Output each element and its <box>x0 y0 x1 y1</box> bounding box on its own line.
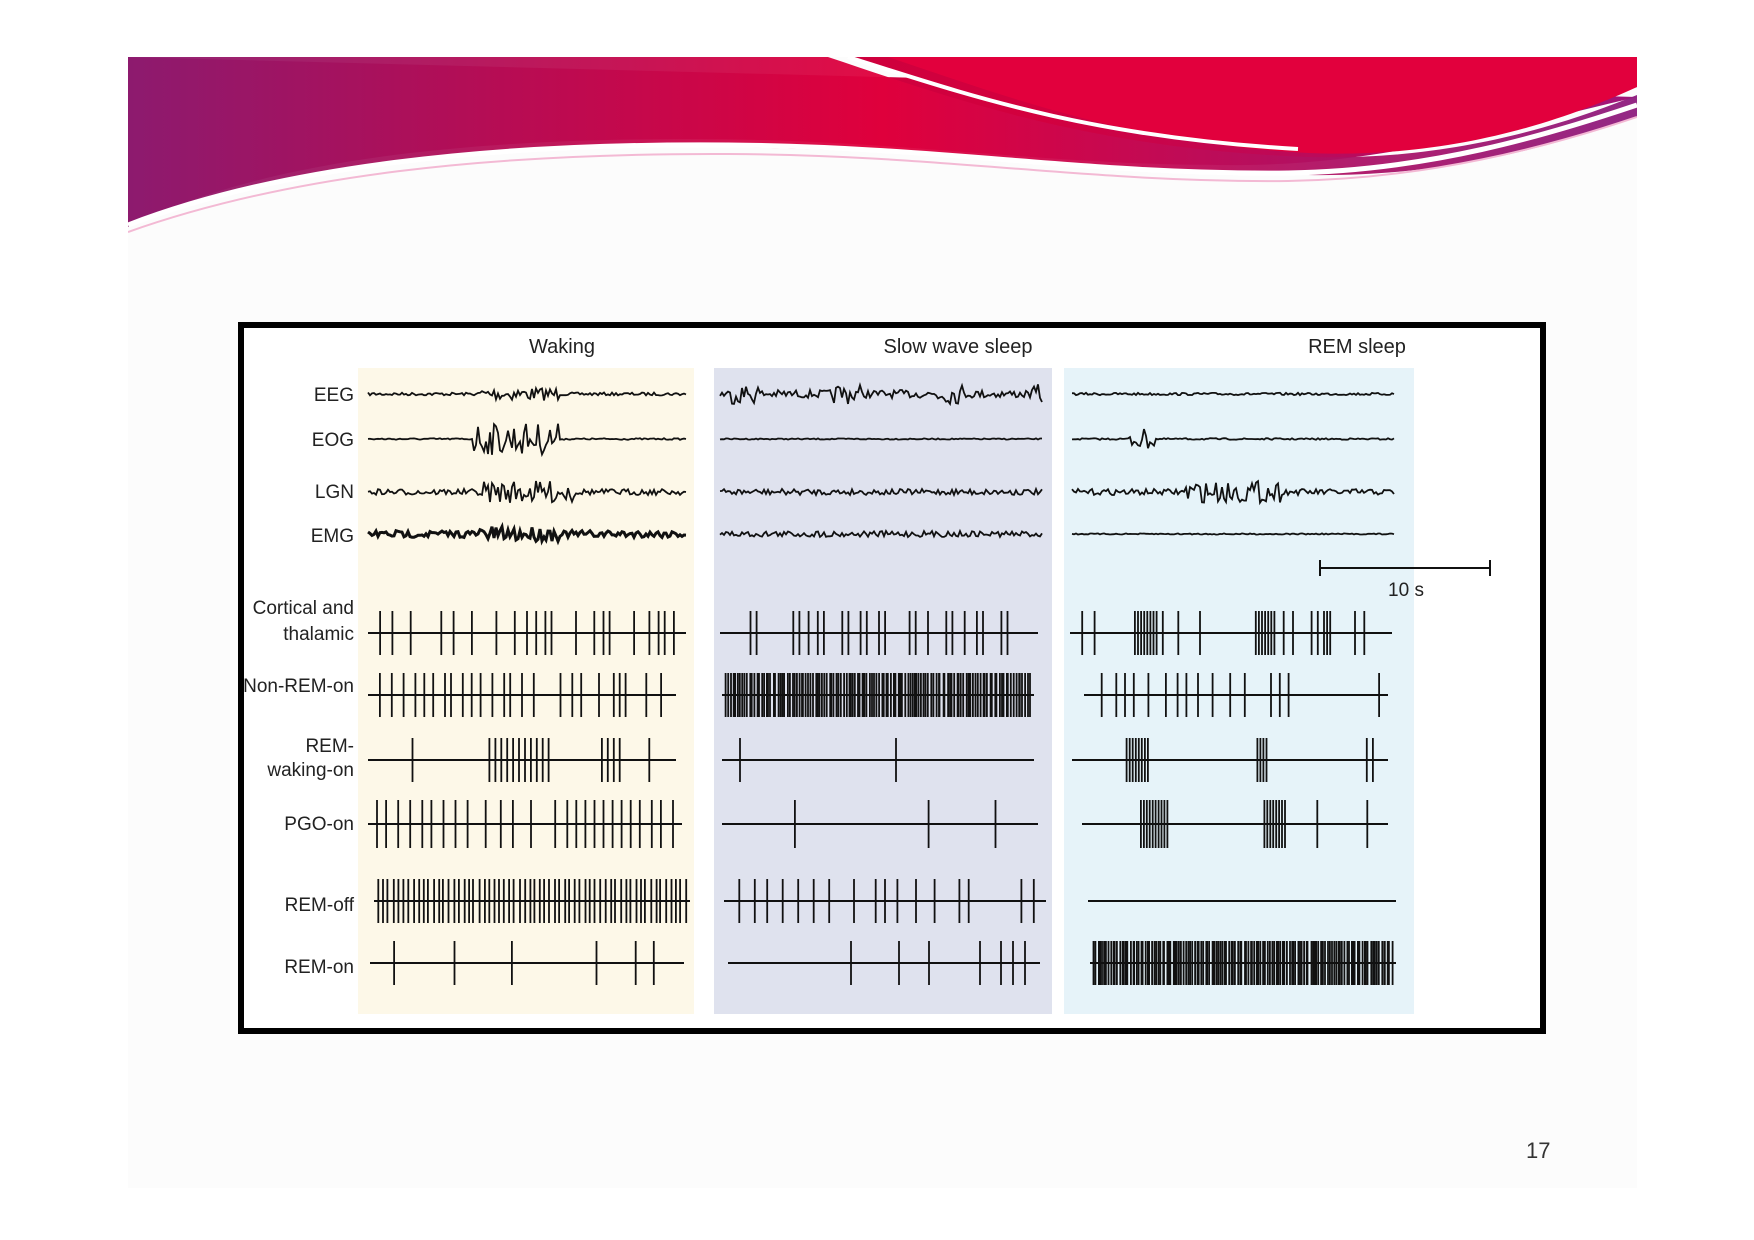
spike-label-rem-on: REM-on <box>284 957 354 978</box>
trace-lgn-col2 <box>1071 479 1395 506</box>
spike-label-rem-waking-line2: waking-on <box>266 760 354 781</box>
spike-train-row2-col1 <box>722 738 1034 782</box>
spike-train-row2-col2 <box>1072 738 1388 782</box>
trace-lgn-col0 <box>367 480 687 505</box>
spike-train-row3-col1 <box>722 800 1038 848</box>
recordings-canvas: Waking Slow wave sleep REM sleep EEG EOG… <box>244 336 1491 1014</box>
trace-eeg-col2 <box>1071 391 1395 397</box>
trace-emg-col2 <box>1071 532 1395 536</box>
page-number: 17 <box>1526 1138 1551 1163</box>
column-title-slow-wave-sleep: Slow wave sleep <box>884 336 1033 358</box>
spike-train-row0-col1 <box>720 611 1038 655</box>
scale-bar-label: 10 s <box>1388 580 1424 601</box>
column-title-waking: Waking <box>529 336 595 358</box>
column-panel-2 <box>1064 368 1414 1014</box>
column-title-rem-sleep: REM sleep <box>1308 336 1406 358</box>
spike-label-rem-off: REM-off <box>285 895 355 916</box>
trace-label-eog: EOG <box>312 430 354 451</box>
spike-label-cortical-line2: thalamic <box>283 624 354 645</box>
spike-label-cortical-line1: Cortical and <box>253 598 354 619</box>
trace-label-emg: EMG <box>311 526 354 547</box>
trace-lgn-col1 <box>719 486 1043 498</box>
spike-train-row5-col1 <box>728 941 1040 985</box>
spike-train-row5-col2 <box>1090 941 1396 985</box>
spike-train-row5-col0 <box>370 941 684 985</box>
spike-train-row4-col0 <box>374 879 690 923</box>
trace-emg-col1 <box>719 528 1043 539</box>
trace-label-lgn: LGN <box>315 482 354 503</box>
header-banner <box>128 57 1637 233</box>
trace-emg-col0 <box>367 521 687 546</box>
trace-eeg-col1 <box>719 381 1043 407</box>
scale-bar: 10 s <box>1319 560 1491 601</box>
spike-train-row4-col1 <box>724 879 1046 923</box>
spike-train-row3-col2 <box>1082 800 1388 848</box>
spike-train-row1-col2 <box>1084 673 1388 717</box>
trace-eog-col2 <box>1071 428 1395 449</box>
spike-train-row0-col2 <box>1070 611 1392 655</box>
spike-train-row0-col0 <box>368 611 686 655</box>
spike-label-pgo-on: PGO-on <box>284 814 354 835</box>
spike-label-non-rem-on: Non-REM-on <box>244 676 354 697</box>
sleep-recordings-figure: Waking Slow wave sleep REM sleep EEG EOG… <box>238 322 1546 1034</box>
trace-eeg-col0 <box>367 385 687 403</box>
spike-train-row1-col0 <box>368 673 676 717</box>
trace-eog-col0 <box>367 422 687 458</box>
trace-eog-col1 <box>719 437 1042 441</box>
trace-label-eeg: EEG <box>314 385 354 406</box>
spike-train-row1-col1 <box>722 673 1034 717</box>
spike-train-row2-col0 <box>368 738 676 782</box>
spike-label-rem-waking-line1: REM- <box>305 736 354 757</box>
spike-train-row3-col0 <box>368 800 682 848</box>
